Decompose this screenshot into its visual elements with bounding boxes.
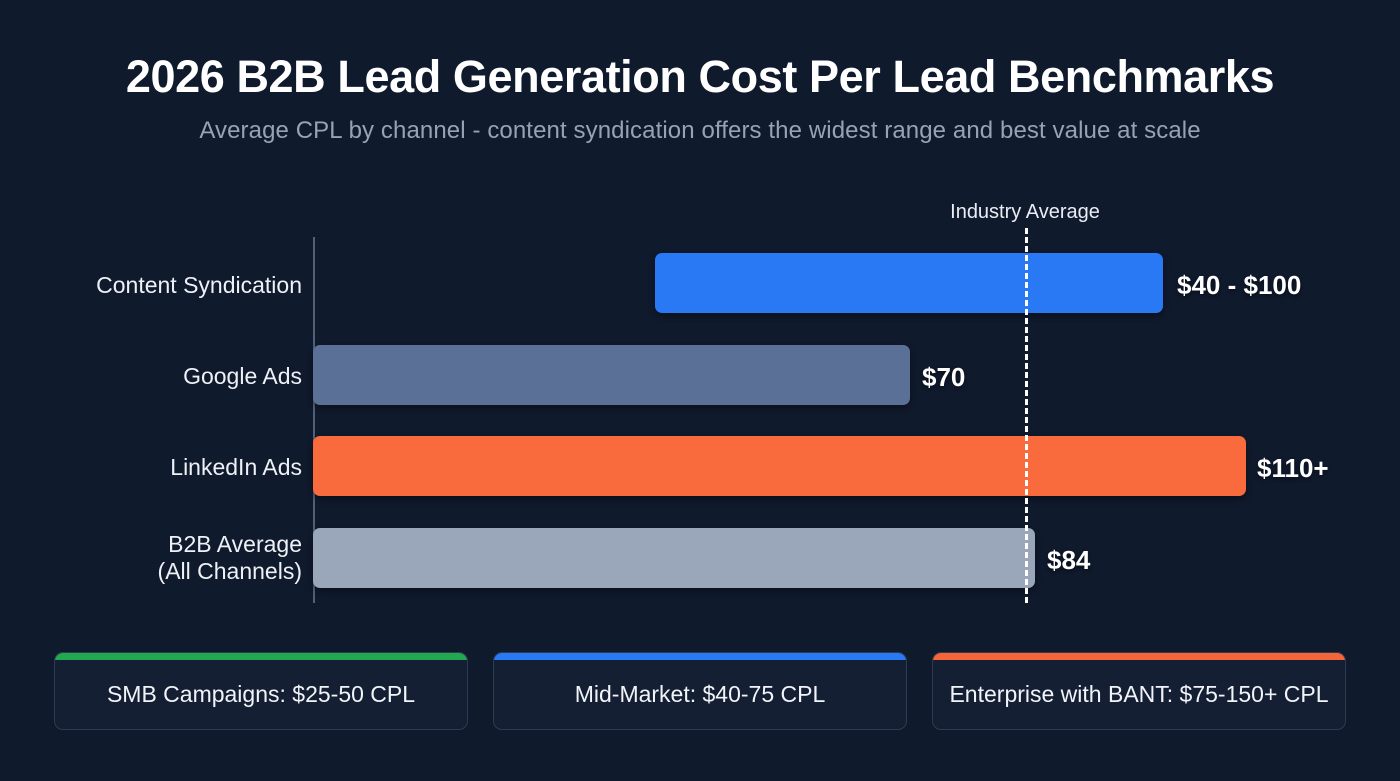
value-label-b2b-average: $84	[1047, 545, 1091, 575]
legend-card-mid-market[interactable]: Mid-Market: $40-75 CPL	[493, 652, 907, 730]
bar-chart-plot-area: Content Syndication Google Ads LinkedIn …	[0, 190, 1400, 620]
bar-b2b-average[interactable]	[313, 528, 1035, 588]
bar-content-syndication[interactable]	[655, 253, 1163, 313]
value-label-google-ads: $70	[922, 362, 966, 392]
category-label-google-ads: Google Ads	[183, 363, 302, 389]
category-axis-line	[313, 237, 315, 603]
page-title: 2026 B2B Lead Generation Cost Per Lead B…	[125, 51, 1275, 102]
legend-accent-bar-mid-market	[494, 653, 906, 660]
bar-linkedin-ads[interactable]	[313, 436, 1246, 496]
chart-header: 2026 B2B Lead Generation Cost Per Lead B…	[0, 0, 1400, 145]
page-subtitle: Average CPL by channel - content syndica…	[199, 117, 1201, 145]
category-label-content-syndication: Content Syndication	[96, 272, 302, 298]
value-label-content-syndication: $40 - $100	[1177, 270, 1302, 300]
legend-accent-bar-smb	[55, 653, 467, 660]
category-label-linkedin-ads: LinkedIn Ads	[170, 454, 302, 480]
legend-card-enterprise[interactable]: Enterprise with BANT: $75-150+ CPL	[932, 652, 1346, 730]
legend-label-mid-market: Mid-Market: $40-75 CPL	[574, 681, 826, 707]
industry-average-line	[1025, 228, 1028, 603]
legend-accent-bar-enterprise	[933, 653, 1345, 660]
value-label-linkedin-ads: $110+	[1257, 453, 1329, 483]
legend-label-smb: SMB Campaigns: $25-50 CPL	[106, 681, 416, 707]
legend-card-smb[interactable]: SMB Campaigns: $25-50 CPL	[54, 652, 468, 730]
legend: SMB Campaigns: $25-50 CPL Mid-Market: $4…	[54, 652, 1346, 730]
bar-google-ads[interactable]	[313, 345, 910, 405]
category-label-b2b-average: B2B Average (All Channels)	[157, 531, 302, 585]
industry-average-label: Industry Average	[950, 201, 1100, 223]
legend-label-enterprise: Enterprise with BANT: $75-150+ CPL	[949, 681, 1329, 707]
